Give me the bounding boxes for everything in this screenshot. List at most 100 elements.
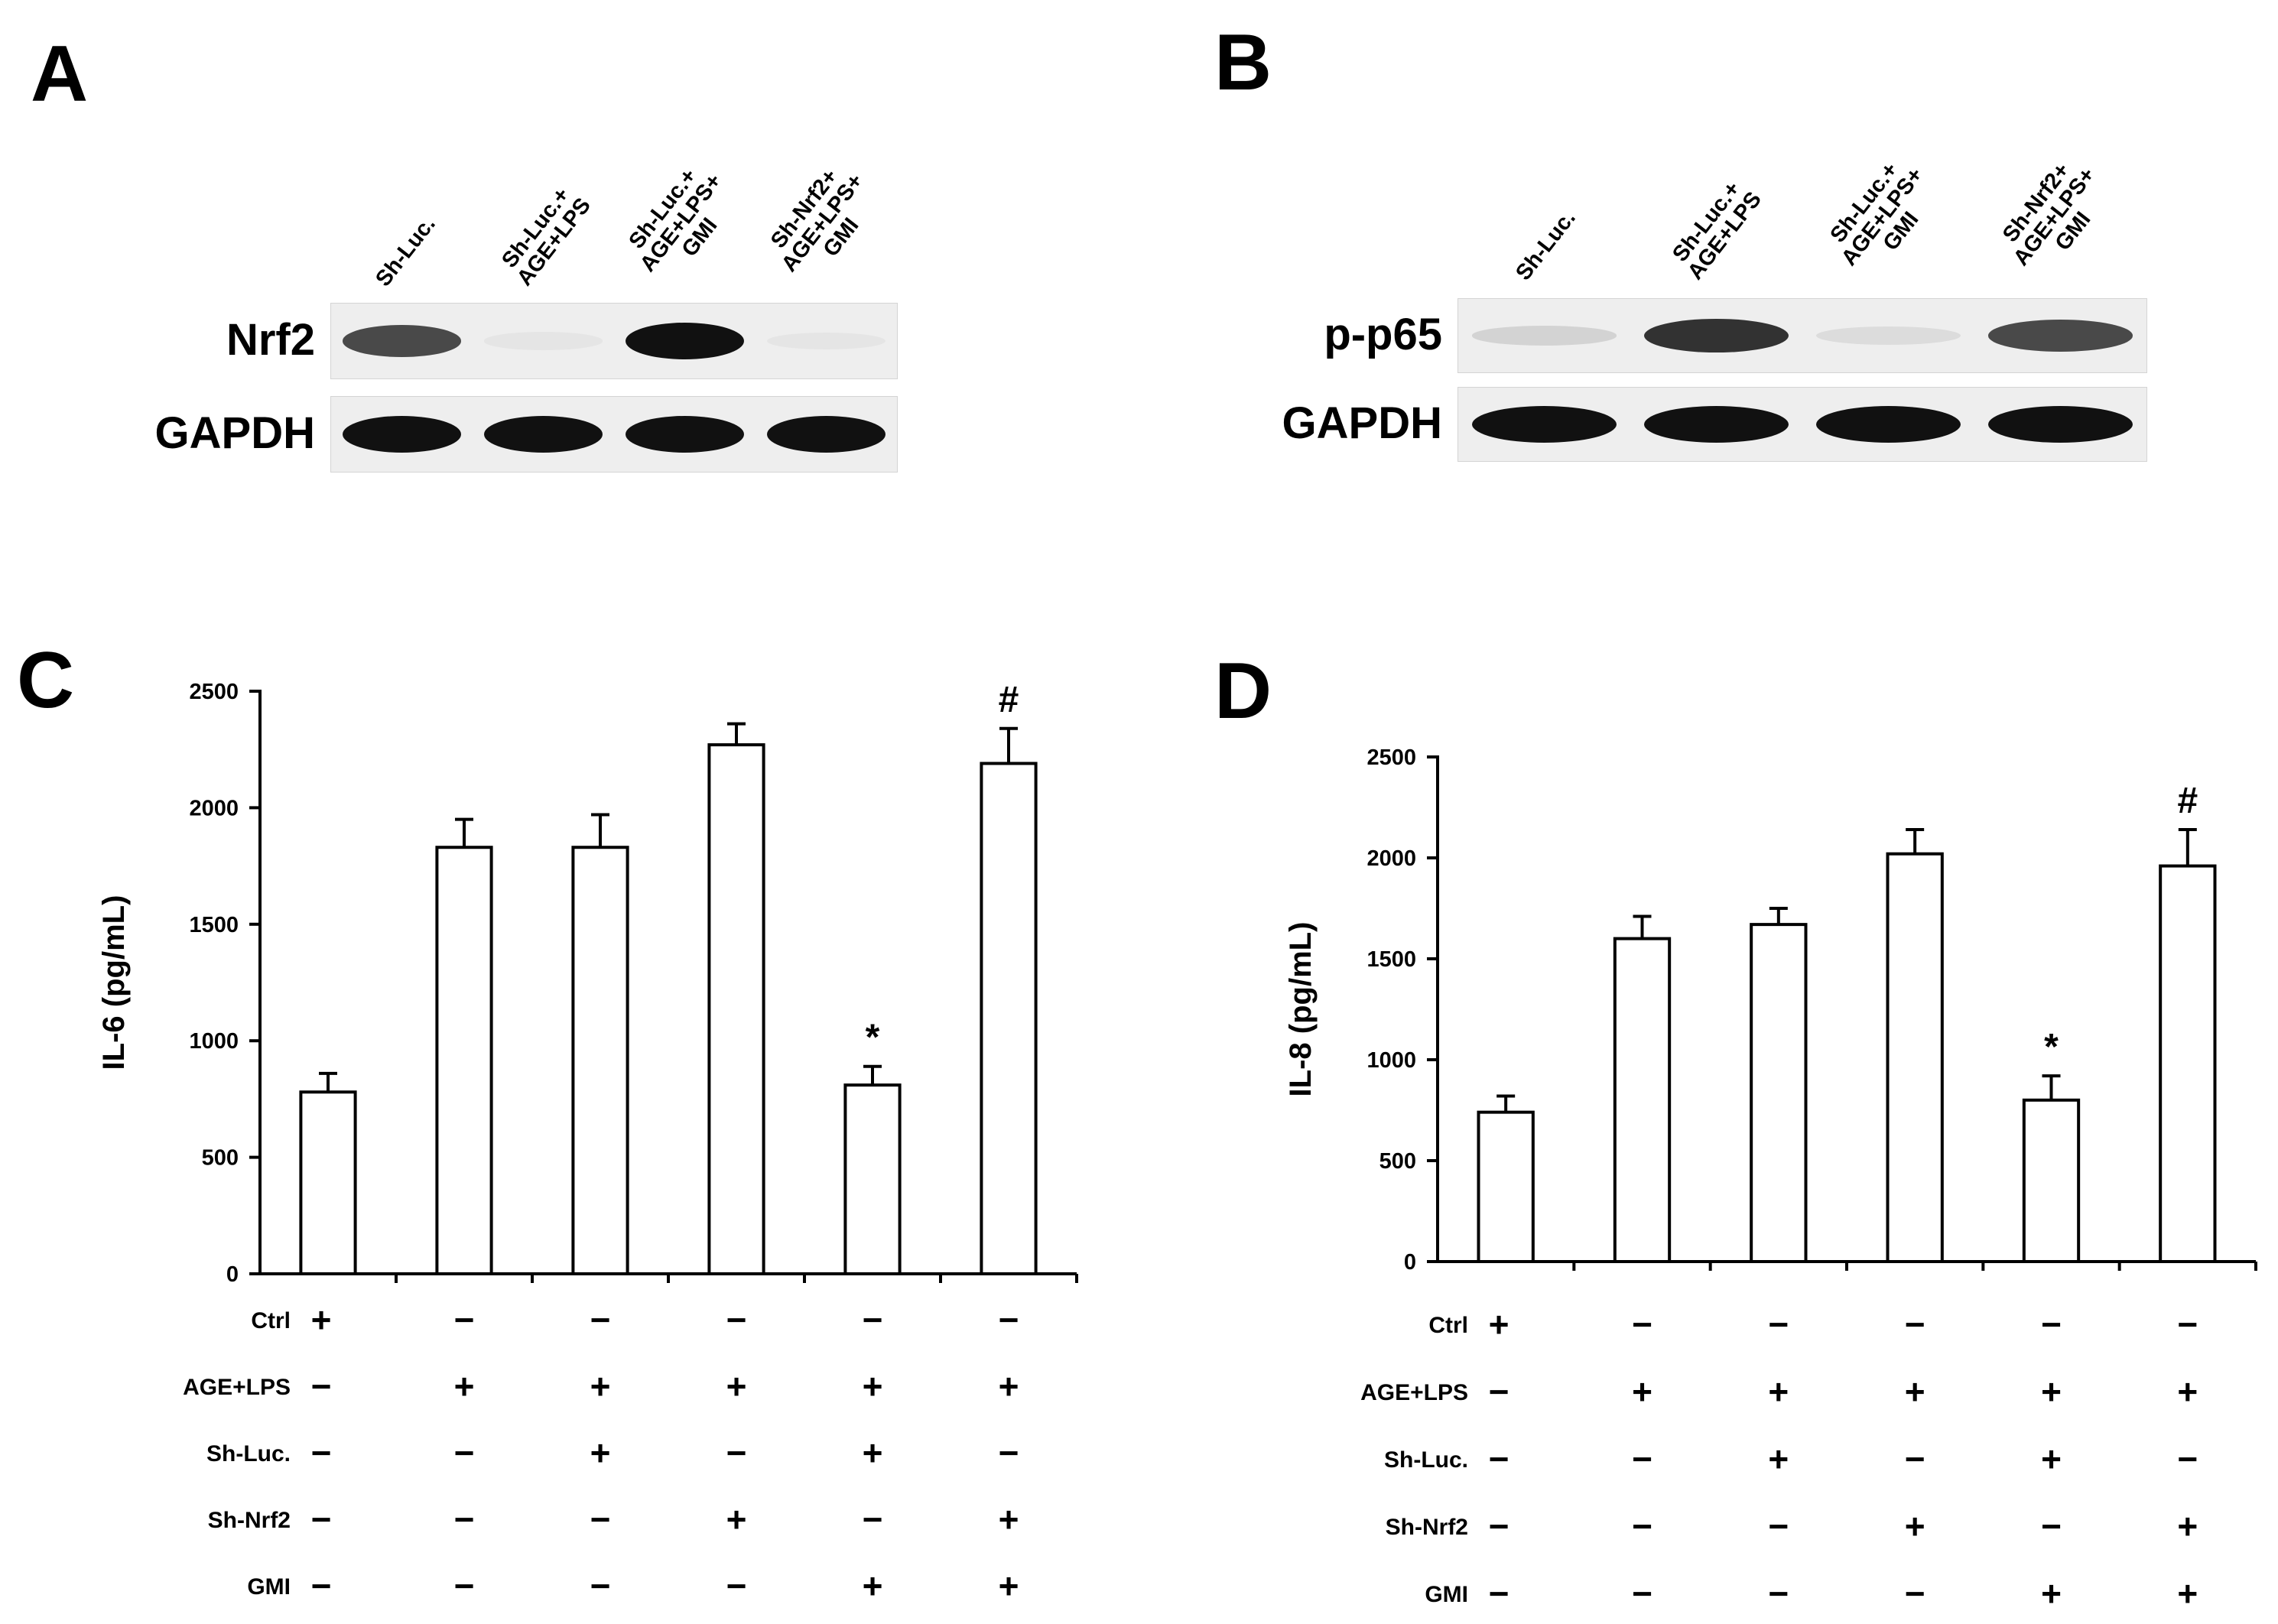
condition-sign: + [1905,1506,1925,1546]
blot-strip [1457,298,2147,373]
blot-strip [330,303,898,379]
condition-sign: − [1489,1506,1509,1546]
condition-sign: + [311,1300,332,1340]
condition-sign: − [454,1566,475,1606]
condition-sign: − [1632,1439,1652,1479]
condition-label: Sh-Luc. [206,1441,291,1466]
condition-sign: − [454,1499,475,1539]
condition-sign: + [1489,1304,1509,1344]
blot-row-label: Nrf2 [226,315,315,365]
condition-sign: − [999,1300,1019,1340]
condition-sign: − [454,1300,475,1340]
y-tick-label: 2500 [189,680,239,704]
condition-sign: − [2177,1304,2198,1344]
condition-sign: − [311,1499,332,1539]
blot-strip [330,396,898,473]
y-tick-label: 1500 [1366,947,1416,972]
condition-sign: + [1768,1439,1789,1479]
condition-sign: − [1905,1439,1925,1479]
condition-sign: − [863,1300,883,1340]
condition-label: Sh-Nrf2 [1386,1515,1468,1540]
significance-mark: # [999,680,1019,720]
condition-sign: − [2177,1439,2198,1479]
condition-sign: − [863,1499,883,1539]
condition-sign: − [726,1433,747,1473]
condition-sign: + [863,1366,883,1406]
blot-row-label: p-p65 [1324,310,1442,359]
blot-band [625,323,745,359]
y-tick-label: 500 [1379,1149,1416,1174]
panel-a-letter: A [31,30,89,119]
y-tick-label: 500 [202,1146,239,1171]
condition-sign: − [1489,1372,1509,1411]
condition-label: Sh-Nrf2 [208,1508,291,1533]
condition-sign: + [863,1566,883,1606]
bar [1886,852,1944,1263]
condition-sign: + [999,1366,1019,1406]
condition-sign: − [1489,1439,1509,1479]
y-tick-label: 1000 [189,1029,239,1054]
bar [2159,864,2217,1264]
condition-sign: − [311,1433,332,1473]
condition-sign: − [1632,1506,1652,1546]
condition-sign: − [311,1366,332,1406]
condition-sign: − [590,1566,611,1606]
condition-sign: − [590,1300,611,1340]
condition-sign: + [2177,1506,2198,1546]
condition-sign: − [999,1433,1019,1473]
condition-sign: + [2177,1372,2198,1411]
condition-sign: + [2041,1372,2062,1411]
condition-sign: − [1905,1574,1925,1613]
condition-sign: + [2041,1439,2062,1479]
blot-band [342,325,462,357]
bar [435,846,493,1275]
condition-sign: − [1768,1506,1789,1546]
condition-sign: − [590,1499,611,1539]
y-axis-label: IL-6 (pg/mL) [97,895,131,1070]
significance-mark: * [2044,1027,2059,1067]
panel-b-letter: B [1214,18,1272,107]
condition-sign: + [590,1433,611,1473]
condition-sign: − [1489,1574,1509,1613]
y-tick-label: 2000 [189,796,239,820]
condition-label: Ctrl [1428,1313,1468,1338]
significance-mark: * [866,1018,880,1058]
y-tick-label: 1500 [189,913,239,937]
condition-sign: − [454,1433,475,1473]
condition-sign: − [1632,1304,1652,1344]
blot-band [1988,406,2133,443]
bar [707,743,765,1275]
condition-sign: − [311,1566,332,1606]
blot-band [342,416,462,453]
y-tick-label: 2000 [1366,846,1416,871]
condition-sign: + [1905,1372,1925,1411]
condition-sign: + [2041,1574,2062,1613]
condition-sign: + [590,1366,611,1406]
bar [1477,1110,1535,1264]
bar [571,846,629,1275]
condition-sign: + [999,1566,1019,1606]
bar [2022,1098,2081,1264]
condition-label: Ctrl [251,1308,291,1333]
significance-mark: # [2177,781,2198,821]
blot-band [1472,326,1617,346]
condition-sign: + [999,1499,1019,1539]
blot-band [1644,318,1789,353]
condition-sign: − [1632,1574,1652,1613]
blot-band [1644,406,1789,443]
blot-band [483,416,603,453]
bar [1750,923,1808,1263]
condition-label: AGE+LPS [183,1375,291,1400]
blot-band [1816,326,1961,346]
blot-band [625,416,745,453]
blot-row-label: GAPDH [154,408,315,458]
blot-band [1988,320,2133,352]
bar [299,1090,357,1275]
panel-c-letter: C [17,636,75,725]
panel-d-letter: D [1214,647,1272,736]
condition-sign: − [726,1566,747,1606]
condition-sign: + [726,1366,747,1406]
y-tick-label: 0 [1404,1250,1416,1275]
condition-sign: + [726,1499,747,1539]
